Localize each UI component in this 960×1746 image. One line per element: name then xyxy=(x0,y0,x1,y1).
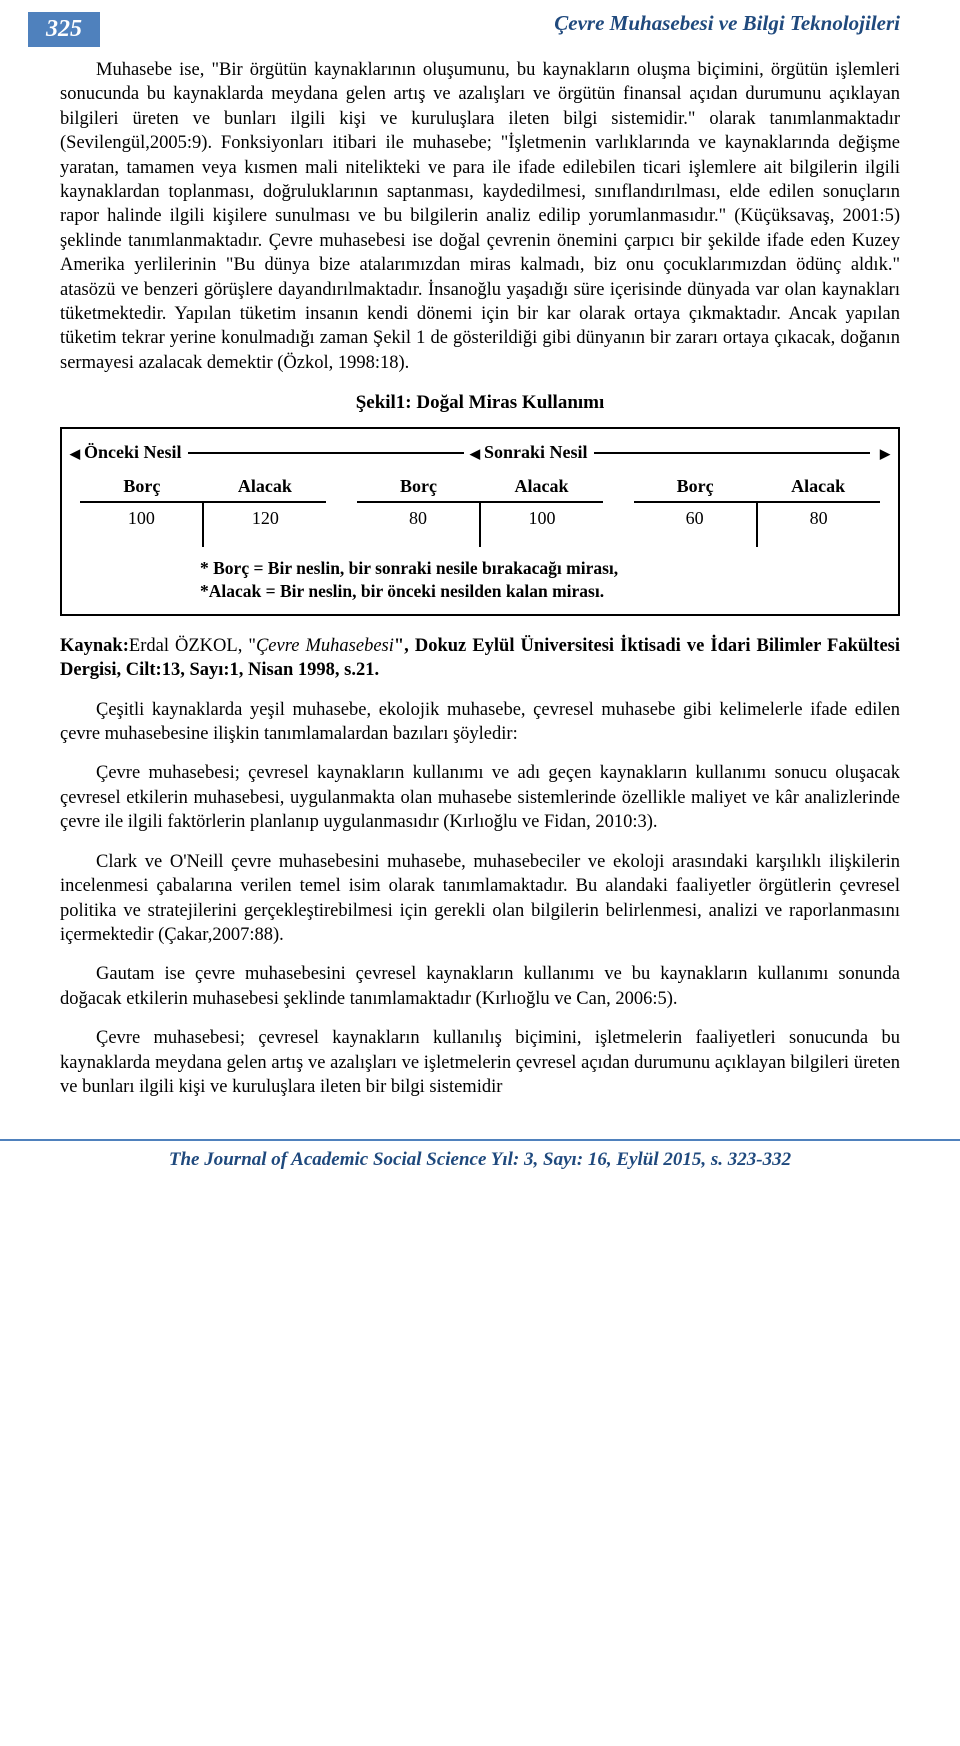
figure-1-box: Önceki Nesil Sonraki Nesil Borç Alacak 1… xyxy=(60,427,900,616)
footnote-line: * Borç = Bir neslin, bir sonraki nesile … xyxy=(200,557,890,581)
page-number-badge: 325 xyxy=(28,12,100,47)
arrow-right-icon xyxy=(876,441,890,465)
body-paragraph: Muhasebe ise, "Bir örgütün kaynaklarının… xyxy=(60,58,900,375)
t-account: Borç Alacak 80 100 xyxy=(357,473,603,547)
t-account-value: 80 xyxy=(758,503,880,547)
next-generation-label: Sonraki Nesil xyxy=(484,441,588,465)
source-author: Erdal ÖZKOL, " xyxy=(129,636,256,656)
page-content: Muhasebe ise, "Bir örgütün kaynaklarının… xyxy=(0,58,960,1099)
prev-generation-label: Önceki Nesil xyxy=(84,441,182,465)
t-account: Borç Alacak 60 80 xyxy=(634,473,880,547)
col-header-alacak: Alacak xyxy=(757,473,880,501)
col-header-borc: Borç xyxy=(357,473,480,501)
t-account-value: 80 xyxy=(357,503,481,547)
body-paragraph: Çevre muhasebesi; çevresel kaynakların k… xyxy=(60,1026,900,1099)
t-account-value: 100 xyxy=(80,503,204,547)
body-paragraph: Gautam ise çevre muhasebesini çevresel k… xyxy=(60,962,900,1011)
t-account: Borç Alacak 100 120 xyxy=(80,473,326,547)
body-paragraph: Çeşitli kaynaklarda yeşil muhasebe, ekol… xyxy=(60,698,900,747)
running-header-title: Çevre Muhasebesi ve Bilgi Teknolojileri xyxy=(0,11,900,36)
arrow-left-icon xyxy=(470,441,484,465)
t-account-value: 120 xyxy=(204,503,326,547)
footnote-line: *Alacak = Bir neslin, bir önceki nesilde… xyxy=(200,580,890,604)
source-work: Çevre Muhasebesi xyxy=(256,636,394,656)
journal-footer: The Journal of Academic Social Science Y… xyxy=(0,1139,960,1171)
body-paragraph: Çevre muhasebesi; çevresel kaynakların k… xyxy=(60,761,900,834)
body-paragraph: Clark ve O'Neill çevre muhasebesini muha… xyxy=(60,850,900,948)
arrow-left-icon xyxy=(70,441,84,465)
generation-row: Önceki Nesil Sonraki Nesil xyxy=(70,441,890,465)
t-account-value: 60 xyxy=(634,503,758,547)
col-header-alacak: Alacak xyxy=(480,473,603,501)
col-header-borc: Borç xyxy=(80,473,203,501)
t-account-value: 100 xyxy=(481,503,603,547)
figure-title: Şekil1: Doğal Miras Kullanımı xyxy=(60,390,900,415)
t-accounts-row: Borç Alacak 100 120 Borç Alacak 80 100 xyxy=(70,473,890,547)
divider-line xyxy=(594,452,870,454)
figure-source: Kaynak:Erdal ÖZKOL, "Çevre Muhasebesi", … xyxy=(60,634,900,683)
divider-line xyxy=(188,452,464,454)
col-header-alacak: Alacak xyxy=(203,473,326,501)
source-label: Kaynak: xyxy=(60,636,129,656)
col-header-borc: Borç xyxy=(634,473,757,501)
figure-footnotes: * Borç = Bir neslin, bir sonraki nesile … xyxy=(70,557,890,604)
